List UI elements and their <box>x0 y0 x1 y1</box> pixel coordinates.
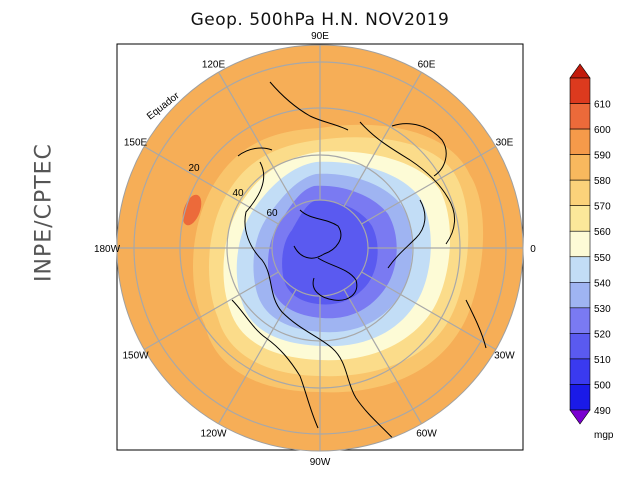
longitude-label: 60W <box>416 428 437 439</box>
colorbar-tick-label: 590 <box>594 151 611 162</box>
colorbar-segment <box>569 358 591 385</box>
colorbar-segment <box>569 384 591 411</box>
meridian-line <box>361 271 497 351</box>
longitude-labels: 90E 60E 30E 0 30W 60W 90W 120W 150W 180W 150E 120E <box>94 31 536 468</box>
longitude-label: 180W <box>94 244 121 255</box>
colorbar-tick-label: 610 <box>594 100 611 111</box>
meridian-line <box>217 289 297 425</box>
longitude-label: 60E <box>418 60 436 71</box>
meridian-line <box>217 71 297 207</box>
colorbar-tick-label: 560 <box>594 227 611 238</box>
coastlines <box>231 81 487 447</box>
longitude-label: 0 <box>530 244 536 255</box>
meridian-line <box>343 289 423 425</box>
meridian-line <box>143 145 279 225</box>
colorbar-max-triangle <box>569 63 591 79</box>
colorbar-tick-label: 550 <box>594 253 611 264</box>
longitude-label: 90E <box>311 31 329 42</box>
colorbar-segment <box>569 256 591 283</box>
longitude-label: 30W <box>494 351 515 362</box>
meridians <box>117 45 523 451</box>
contour-520 <box>282 200 378 305</box>
longitude-label: 30E <box>496 138 514 149</box>
longitude-label: 150W <box>122 351 149 362</box>
longitude-label: 90W <box>310 457 331 468</box>
colorbar-tick-label: 540 <box>594 278 611 289</box>
longitude-label: 120E <box>202 60 226 71</box>
colorbar-tick-label: 530 <box>594 304 611 315</box>
colorbar-tick-label: 570 <box>594 202 611 213</box>
colorbar-segment <box>569 179 591 206</box>
geopotential-field <box>117 45 523 451</box>
colorbar-tick-label: 520 <box>594 329 611 340</box>
longitude-label: 150E <box>124 138 148 149</box>
colorbar-tick-label: 600 <box>594 125 611 136</box>
colorbar-min-triangle <box>569 409 591 425</box>
colorbar-segment <box>569 154 591 181</box>
colorbar-segment <box>569 205 591 232</box>
map-boundary <box>116 44 524 452</box>
map-title: Geop. 500hPa H.N. NOV2019 <box>190 10 450 30</box>
latitude-labels: 20 40 60 <box>188 163 278 219</box>
colorbar-tick-label: 510 <box>594 355 611 366</box>
meridian-line <box>361 145 497 225</box>
latitude-label: 60 <box>266 208 278 219</box>
colorbar-segment <box>569 307 591 334</box>
colorbar-segment <box>569 230 591 258</box>
colorbar-unit: mgp <box>594 430 614 441</box>
colorbar-segment <box>569 282 591 309</box>
colorbar-tick-label: 490 <box>594 406 611 417</box>
colorbar-segment <box>569 103 591 130</box>
meridian-line <box>343 71 423 207</box>
longitude-label: 120W <box>200 428 227 439</box>
meridian-line <box>143 271 279 351</box>
colorbar-segment <box>569 77 591 104</box>
colorbar-tick-label: 580 <box>594 176 611 187</box>
colorbar-segment <box>569 128 591 155</box>
latitude-label: 40 <box>232 188 244 199</box>
colorbar-tick-label: 500 <box>594 380 611 391</box>
colorbar-segment <box>569 333 591 360</box>
latitude-label: 20 <box>188 163 200 174</box>
